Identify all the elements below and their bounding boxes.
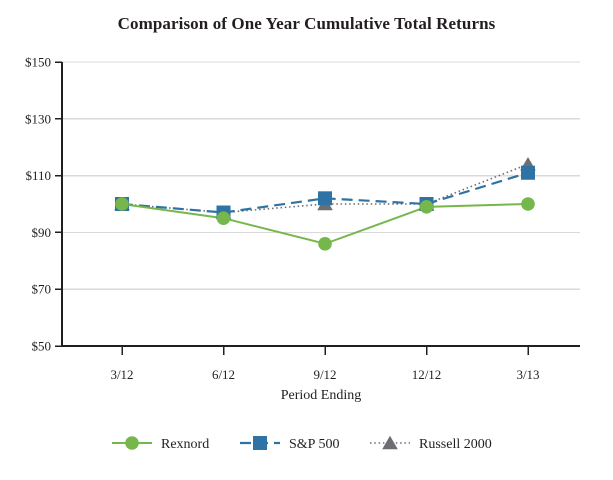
x-tick-label: 6/12 [212,367,235,382]
legend-square-icon [253,436,267,450]
legend-label-russell-2000: Russell 2000 [419,437,492,452]
x-tick-label: 3/13 [516,367,539,382]
legend-triangle-icon [382,435,398,450]
y-tick-label: $150 [25,55,51,70]
x-tick-label: 3/12 [110,367,133,382]
chart-title: Comparison of One Year Cumulative Total … [117,14,496,33]
y-tick-label: $110 [25,168,51,183]
series-marker-s-p-500-4 [521,165,535,180]
legend-item-russell-2000: Russell 2000 [370,435,492,452]
legend-label-s-p-500: S&P 500 [289,437,339,452]
y-tick-label: $70 [32,282,52,297]
y-tick-label: $130 [25,111,51,126]
legend-label-rexnord: Rexnord [161,437,209,452]
y-tick-label: $90 [32,225,52,240]
x-axis-title: Period Ending [281,388,362,403]
series-marker-rexnord-0 [115,197,129,211]
series-marker-s-p-500-2 [318,191,332,206]
legend-item-s-p-500: S&P 500 [240,436,339,452]
series-marker-rexnord-3 [419,200,434,214]
y-tick-label: $50 [32,339,52,354]
series-marker-rexnord-1 [216,211,231,225]
series-marker-rexnord-2 [318,236,332,251]
x-tick-label: 9/12 [313,367,336,382]
legend-item-rexnord: Rexnord [112,436,209,452]
x-tick-label: 12/12 [412,367,442,382]
series-marker-rexnord-4 [521,197,535,211]
legend-circle-icon [125,436,139,450]
